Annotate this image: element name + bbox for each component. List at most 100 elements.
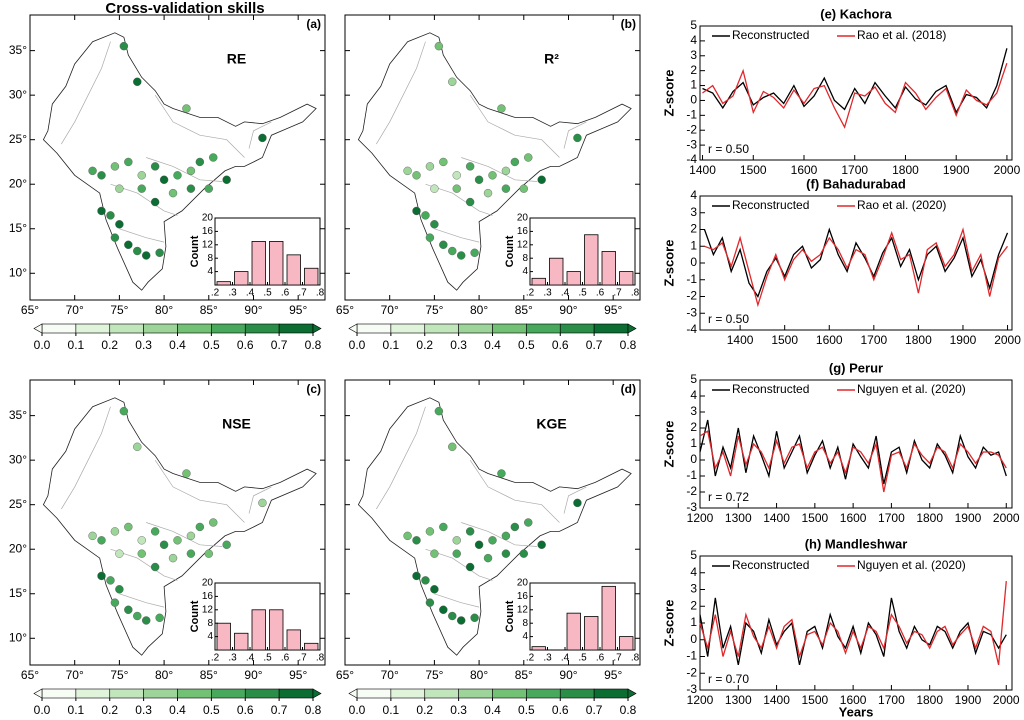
hist-y-tick-label: 16 <box>202 591 214 602</box>
legend-label: Rao et al. (2018) <box>857 28 946 42</box>
hist-y-tick-label: 4 <box>522 631 528 642</box>
x-tick-label: 1600 <box>840 693 867 707</box>
x-tick-label: 95° <box>604 303 622 317</box>
colorbar-tick-label: 0.5 <box>518 338 535 352</box>
x-tick-label: 75° <box>425 668 443 682</box>
hist-y-label: Count <box>189 600 201 632</box>
station <box>497 469 506 478</box>
station <box>510 157 520 167</box>
histogram-frame <box>529 217 636 286</box>
station <box>488 536 497 545</box>
x-tick-label: 95° <box>604 668 622 682</box>
station <box>150 162 160 171</box>
y-tick-label: 2 <box>690 420 697 434</box>
colorbar-segment <box>593 688 629 699</box>
x-axis-label: Years <box>839 704 874 719</box>
colorbar-segment <box>356 323 392 334</box>
histogram-bar <box>269 241 284 286</box>
station <box>88 531 97 541</box>
colorbar-segment <box>492 323 527 334</box>
station <box>204 184 213 193</box>
y-tick-label: -1 <box>686 272 697 286</box>
hist-y-tick-label: 20 <box>517 578 529 589</box>
hist-y-tick-label: 12 <box>202 604 214 615</box>
y-tick-label: 2 <box>690 222 697 236</box>
y-tick-label: -1 <box>686 468 697 482</box>
station <box>439 605 448 614</box>
colorbar-tick-label: 0.4 <box>484 338 501 352</box>
x-tick-label: 65° <box>21 668 39 682</box>
station <box>97 171 106 180</box>
hist-y-label: Count <box>189 235 201 267</box>
colorbar-tick-label: 0.7 <box>586 338 603 352</box>
colorbar-segment <box>390 688 426 699</box>
station <box>115 549 124 558</box>
histogram-bar <box>216 281 231 286</box>
station <box>124 240 133 249</box>
x-tick-label: 75° <box>425 303 443 317</box>
hist-x-tick-label: .3 <box>228 288 237 299</box>
station <box>97 536 106 545</box>
y-axis-label: Z-score <box>661 600 676 647</box>
colorbar-tick-label: 0.2 <box>416 338 433 352</box>
colorbar-tick-label: 0.6 <box>552 338 569 352</box>
series-line <box>699 430 1007 493</box>
hist-x-tick-label: .7 <box>298 288 307 299</box>
colorbar-end <box>348 323 358 334</box>
colorbar-tick-label: 0.4 <box>169 703 186 717</box>
river <box>146 157 223 182</box>
histogram-bar <box>531 277 546 286</box>
station <box>421 576 430 585</box>
hist-x-tick-label: .6 <box>281 653 290 664</box>
station <box>465 162 475 171</box>
colorbar-tick-label: 0.2 <box>416 703 433 717</box>
colorbar-tick-label: 0.1 <box>383 338 400 352</box>
colorbar-tick-label: 0.6 <box>237 703 254 717</box>
station <box>159 540 169 549</box>
x-tick-label: 1700 <box>841 163 868 177</box>
colorbar-segment <box>278 323 314 334</box>
histogram-bar <box>601 251 616 286</box>
river <box>469 460 560 523</box>
station <box>110 233 120 242</box>
colorbar-tick-label: 0.3 <box>135 338 152 352</box>
station <box>439 522 448 532</box>
hist-x-tick-label: .8 <box>631 288 640 299</box>
station <box>465 197 475 207</box>
annotation: r = 0.70 <box>708 672 749 686</box>
station <box>137 536 146 545</box>
colorbar-tick-label: 0.8 <box>305 338 322 352</box>
y-tick-label: 25° <box>9 497 27 511</box>
y-tick-label: 1 <box>690 436 697 450</box>
station <box>133 611 142 621</box>
hist-x-tick-label: .7 <box>613 288 622 299</box>
hist-y-tick-label: 8 <box>522 618 528 629</box>
station <box>425 527 435 536</box>
x-tick-label: 1600 <box>816 333 843 347</box>
station <box>448 442 457 451</box>
river <box>434 228 480 243</box>
legend-label: Reconstructed <box>732 382 809 396</box>
hist-x-tick-label: .4 <box>561 288 570 299</box>
x-tick-label: 1700 <box>878 511 905 525</box>
figure-title: Cross-validation skills <box>105 0 264 17</box>
hist-x-tick-label: .3 <box>543 288 552 299</box>
x-tick-label: 95° <box>289 303 307 317</box>
histogram-bar <box>566 271 581 286</box>
colorbar-tick-label: 0.3 <box>135 703 152 717</box>
x-tick-label: 1800 <box>916 511 943 525</box>
colorbar-end <box>627 688 637 699</box>
y-tick-label: 10° <box>9 630 27 644</box>
hist-x-tick-label: .2 <box>526 288 535 299</box>
panel-title: (g) Perur <box>829 360 883 375</box>
station <box>137 171 146 180</box>
histogram-bar <box>304 267 319 286</box>
colorbar-tick-label: 0.8 <box>620 703 637 717</box>
y-tick-label: 3 <box>690 404 697 418</box>
station <box>155 248 164 257</box>
x-tick-label: 90° <box>559 668 577 682</box>
station <box>173 171 182 180</box>
station <box>133 442 142 451</box>
river <box>146 522 223 547</box>
y-tick-label: -1 <box>686 649 697 663</box>
